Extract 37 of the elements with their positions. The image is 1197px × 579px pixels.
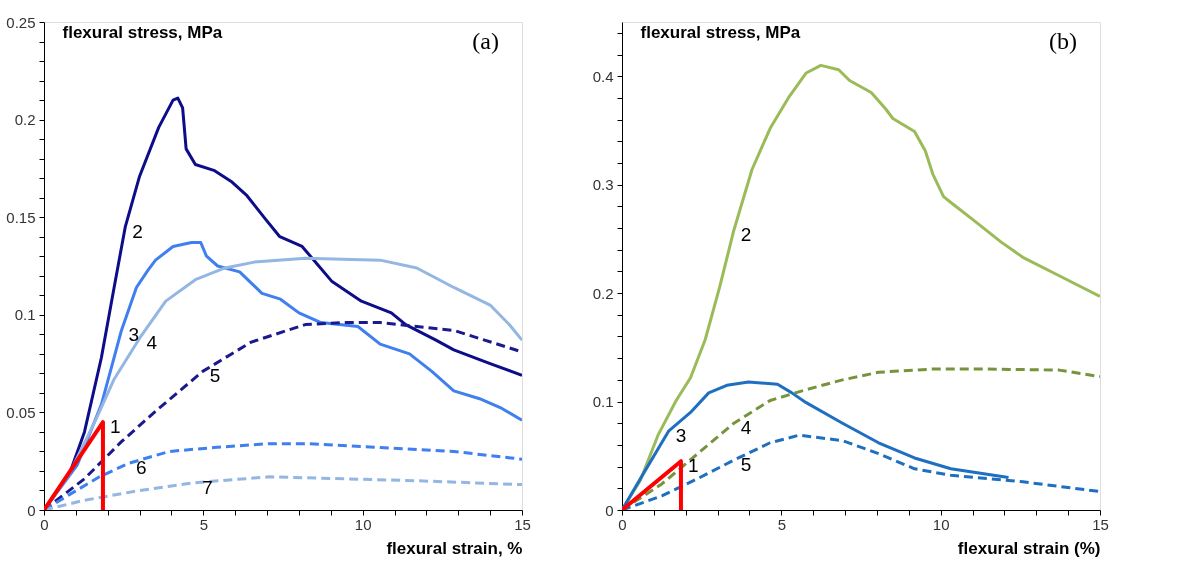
series-label: 2 (132, 220, 143, 242)
series-label: 3 (675, 424, 687, 446)
series-label: 7 (202, 476, 213, 498)
y-tick-label: 0 (605, 501, 614, 519)
series-label: 1 (687, 455, 699, 477)
chart-title: (a) (472, 28, 499, 54)
y-tick-label: 0.2 (14, 111, 36, 129)
x-tick-label: 5 (777, 515, 787, 533)
x-tick-label: 10 (932, 515, 950, 533)
y-tick-label: 0.2 (592, 284, 614, 302)
x-tick-label: 0 (40, 515, 49, 533)
x-axis-title: flexural strain (%) (957, 538, 1101, 558)
x-axis-title: flexural strain, % (386, 538, 523, 558)
y-tick-label: 0.1 (592, 393, 614, 411)
chart-title: (b) (1049, 28, 1077, 54)
series-label: 1 (109, 416, 121, 438)
y-axis-title: flexural stress, MPa (62, 22, 223, 42)
x-tick-label: 0 (618, 515, 627, 533)
y-axis-title: flexural stress, MPa (640, 22, 801, 42)
y-tick-label: 0.25 (6, 13, 36, 31)
series-label: 4 (740, 417, 752, 439)
series-label: 5 (209, 365, 221, 387)
x-tick-label: 10 (354, 515, 372, 533)
y-tick-label: 0.05 (6, 403, 36, 421)
y-tick-label: 0 (27, 501, 36, 519)
y-tick-label: 0.3 (592, 176, 614, 194)
y-tick-label: 0.4 (592, 67, 614, 85)
series-label: 4 (146, 332, 158, 354)
x-tick-label: 15 (1092, 515, 1109, 533)
series-label: 6 (136, 457, 147, 479)
y-tick-label: 0.15 (6, 208, 36, 226)
x-tick-label: 15 (514, 515, 531, 533)
series-label: 3 (128, 324, 140, 346)
series-label: 2 (740, 224, 752, 246)
x-tick-label: 5 (199, 515, 209, 533)
series-label: 5 (740, 454, 752, 476)
y-tick-label: 0.1 (14, 306, 36, 324)
